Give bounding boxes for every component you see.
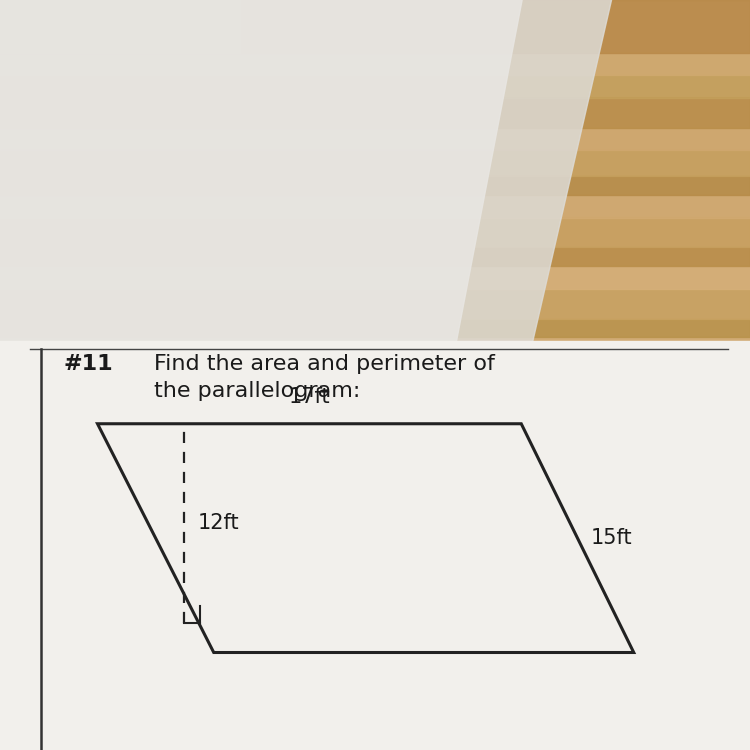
Bar	[0, 195, 750, 217]
Bar	[0, 319, 750, 338]
Bar	[0, 338, 750, 360]
Text: 15ft: 15ft	[591, 528, 632, 548]
Bar	[0, 98, 750, 128]
Bar	[0, 217, 750, 248]
Text: #11: #11	[64, 354, 113, 374]
Bar	[0, 289, 750, 319]
Bar	[0, 176, 750, 195]
Polygon shape	[0, 0, 240, 53]
Bar	[0, 0, 750, 53]
Bar	[0, 53, 750, 75]
Text: the parallelogram:: the parallelogram:	[154, 381, 360, 401]
Bar	[0, 266, 750, 289]
Polygon shape	[0, 341, 750, 750]
Text: 12ft: 12ft	[197, 513, 238, 533]
Bar	[0, 128, 750, 150]
Text: 17ft: 17ft	[289, 387, 330, 407]
Bar	[0, 0, 750, 360]
Polygon shape	[0, 0, 525, 375]
Bar	[0, 150, 750, 176]
Polygon shape	[0, 0, 615, 375]
Bar	[0, 248, 750, 266]
Text: Find the area and perimeter of: Find the area and perimeter of	[154, 354, 495, 374]
Bar	[0, 75, 750, 98]
